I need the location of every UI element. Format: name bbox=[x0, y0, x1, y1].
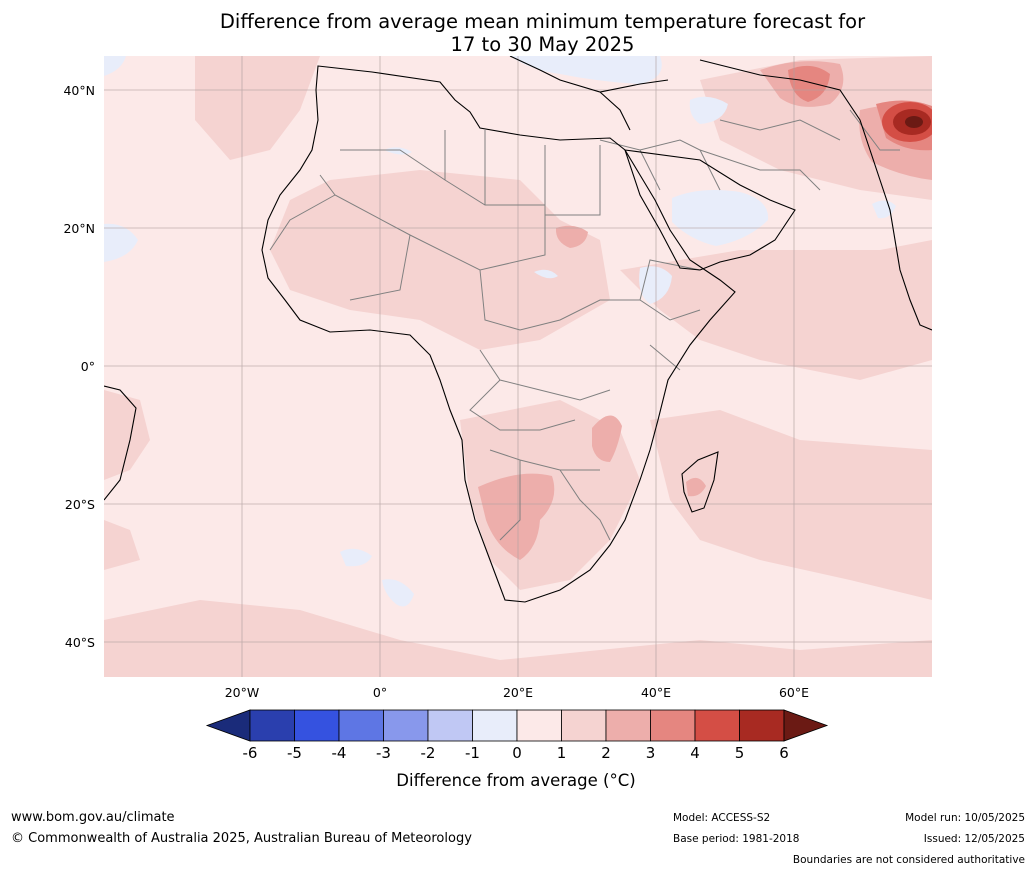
lat-label-20s: 20°S bbox=[64, 497, 95, 512]
boundaries-disclaimer: Boundaries are not considered authoritat… bbox=[792, 854, 1025, 866]
lat-label-40n: 40°N bbox=[63, 83, 95, 98]
country-borders bbox=[269, 109, 900, 541]
website-link[interactable]: www.bom.gov.au/climate bbox=[11, 810, 175, 825]
colorbar-segment bbox=[427, 709, 473, 742]
base-period: Base period: 1981-2018 bbox=[673, 833, 800, 845]
colorbar-segment bbox=[694, 709, 740, 742]
colorbar-segment bbox=[516, 709, 562, 742]
lat-label-40s: 40°S bbox=[64, 635, 95, 650]
lon-label-40e: 40°E bbox=[640, 685, 672, 700]
copyright-text: © Commonwealth of Australia 2025, Austra… bbox=[11, 831, 472, 846]
colorbar-tick-label: -2 bbox=[420, 744, 436, 762]
colorbar-tick-label: 3 bbox=[645, 744, 656, 762]
model-run-date: Model run: 10/05/2025 bbox=[905, 812, 1025, 824]
colorbar-segment bbox=[650, 709, 696, 742]
colorbar-tick-label: 6 bbox=[779, 744, 789, 762]
lat-label-20n: 20°N bbox=[63, 221, 95, 236]
colorbar-tick-label: 4 bbox=[690, 744, 700, 762]
model-name: Model: ACCESS-S2 bbox=[673, 812, 771, 824]
colorbar-segment bbox=[472, 709, 518, 742]
colorbar-segment bbox=[561, 709, 607, 742]
lon-label-20e: 20°E bbox=[502, 685, 534, 700]
colorbar-arrow-high bbox=[783, 709, 829, 742]
lat-label-equator: 0° bbox=[80, 359, 95, 374]
issued-date: Issued: 12/05/2025 bbox=[923, 833, 1025, 845]
map-subtitle: 17 to 30 May 2025 bbox=[450, 33, 635, 56]
colorbar-tick-label: 1 bbox=[556, 744, 567, 762]
lon-label-20w: 20°W bbox=[224, 685, 260, 700]
map-title: Difference from average mean minimum tem… bbox=[219, 10, 866, 33]
colorbar-label: Difference from average (°C) bbox=[396, 771, 636, 790]
colorbar-arrow-low bbox=[205, 709, 251, 742]
colorbar-tick-label: -4 bbox=[331, 744, 347, 762]
colorbar-tick-label: -1 bbox=[465, 744, 480, 762]
colorbar-segment bbox=[338, 709, 384, 742]
colorbar-segment bbox=[605, 709, 651, 742]
colorbar-segment bbox=[739, 709, 785, 742]
lon-label-0: 0° bbox=[372, 685, 388, 700]
colorbar-segment bbox=[249, 709, 295, 742]
graticule bbox=[104, 56, 932, 677]
colorbar-tick-label: 0 bbox=[512, 744, 522, 762]
anomaly-hotspot bbox=[882, 102, 932, 142]
lon-label-60e: 60°E bbox=[778, 685, 810, 700]
colorbar-tick-label: -6 bbox=[242, 744, 258, 762]
coastlines bbox=[104, 56, 932, 603]
colorbar-tick-label: 2 bbox=[601, 744, 611, 762]
colorbar-segment bbox=[383, 709, 429, 742]
anomaly-cool-zones bbox=[104, 56, 896, 607]
colorbar-tick-label: -3 bbox=[376, 744, 391, 762]
colorbar bbox=[205, 709, 829, 742]
temperature-anomaly-map bbox=[104, 56, 932, 677]
colorbar-tick-label: -5 bbox=[287, 744, 302, 762]
colorbar-tick-label: 5 bbox=[734, 744, 745, 762]
anomaly-1-2-zones bbox=[104, 56, 932, 677]
colorbar-segment bbox=[294, 709, 340, 742]
